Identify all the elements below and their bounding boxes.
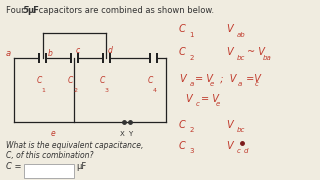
Text: d: d: [108, 46, 113, 55]
Text: C: C: [68, 76, 73, 85]
Text: C, of this combination?: C, of this combination?: [6, 151, 94, 160]
Text: =V: =V: [243, 74, 261, 84]
Text: V: V: [227, 120, 233, 130]
Text: 4: 4: [152, 88, 156, 93]
Text: d: d: [244, 148, 248, 154]
Text: V: V: [179, 74, 186, 84]
Text: e: e: [215, 101, 220, 107]
Text: V: V: [227, 48, 233, 57]
Text: C: C: [179, 141, 186, 151]
Text: V: V: [227, 24, 233, 34]
Text: ab: ab: [237, 31, 246, 37]
Text: bc: bc: [237, 127, 245, 133]
Text: c: c: [237, 148, 241, 154]
Text: capacitors are combined as shown below.: capacitors are combined as shown below.: [36, 6, 214, 15]
Text: C: C: [179, 48, 186, 57]
Text: V: V: [227, 141, 233, 151]
Text: b: b: [48, 49, 52, 58]
Text: e: e: [51, 129, 55, 138]
Text: e: e: [210, 81, 214, 87]
Text: V: V: [185, 94, 192, 104]
Text: C: C: [100, 76, 105, 85]
Text: C =: C =: [6, 162, 24, 171]
Text: μF: μF: [28, 6, 39, 15]
Text: bc: bc: [237, 55, 245, 60]
Text: = V: = V: [201, 94, 219, 104]
Text: 1: 1: [189, 31, 194, 37]
Text: 5: 5: [23, 6, 29, 15]
Text: ~ V: ~ V: [247, 48, 265, 57]
Text: C: C: [36, 76, 42, 85]
Text: μF: μF: [76, 162, 86, 171]
Text: a: a: [189, 81, 194, 87]
Text: a: a: [238, 81, 242, 87]
Text: Four: Four: [6, 6, 28, 15]
Text: 3: 3: [189, 148, 194, 154]
Text: 2: 2: [189, 55, 194, 60]
Text: 2: 2: [73, 88, 77, 93]
Text: C: C: [147, 76, 153, 85]
Text: c: c: [255, 81, 259, 87]
Text: 1: 1: [41, 88, 45, 93]
Text: = V: = V: [195, 74, 213, 84]
Text: X: X: [120, 131, 124, 137]
Text: 3: 3: [105, 88, 109, 93]
Text: ;  V: ; V: [214, 74, 236, 84]
FancyBboxPatch shape: [24, 164, 74, 178]
Text: c: c: [76, 46, 80, 55]
Text: c: c: [196, 101, 200, 107]
Text: Y: Y: [128, 131, 132, 137]
Text: C: C: [179, 24, 186, 34]
Text: 2: 2: [189, 127, 194, 133]
Text: C: C: [179, 120, 186, 130]
Text: a: a: [6, 49, 11, 58]
Text: ba: ba: [262, 55, 271, 60]
Text: What is the equivalent capacitance,: What is the equivalent capacitance,: [6, 141, 144, 150]
